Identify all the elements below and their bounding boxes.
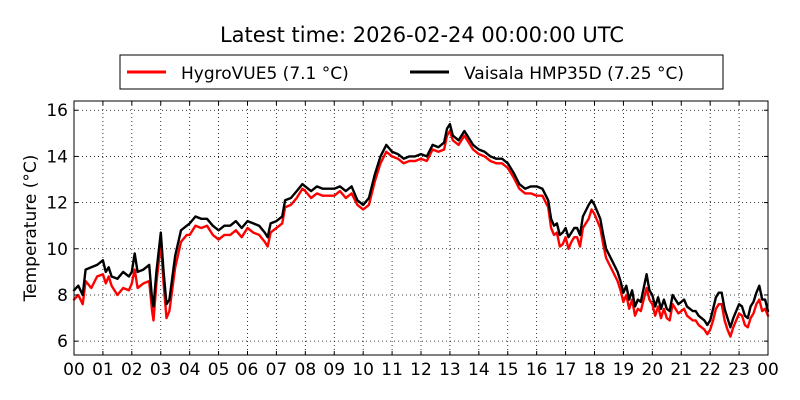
legend: HygroVUE5 (7.1 °C) Vaisala HMP35D (7.25 … [119,54,724,90]
x-tick-label: 23 [728,360,750,380]
grid-lines [74,101,768,355]
x-tick-label: 18 [584,360,606,380]
series-line-vaisala [72,122,770,329]
x-tick-label: 00 [63,360,85,380]
x-tick-label: 10 [352,360,374,380]
x-tick-label: 17 [555,360,577,380]
x-tick-label: 03 [150,360,172,380]
x-tick-label: 04 [179,360,201,380]
chart-title: Latest time: 2026-02-24 00:00:00 UTC [220,23,624,47]
y-tick-labels: 6 8 10 12 14 16 [46,101,68,352]
x-tick-label: 08 [295,360,317,380]
series-lines [72,122,770,338]
x-tick-label: 11 [381,360,403,380]
legend-label-vaisala: Vaisala HMP35D (7.25 °C) [464,64,684,84]
x-tick-label: 07 [266,360,288,380]
x-tick-label: 01 [92,360,114,380]
x-tick-label: 21 [670,360,692,380]
x-tick-label: 19 [613,360,635,380]
legend-label-hygrovue5: HygroVUE5 (7.1 °C) [181,64,349,84]
x-tick-label: 05 [208,360,230,380]
y-tick-label: 10 [46,240,68,260]
series-line-hygrovue5 [72,129,770,338]
y-tick-label: 8 [57,286,68,306]
y-tick-label: 16 [46,101,68,121]
x-tick-label: 02 [121,360,143,380]
x-tick-label: 15 [497,360,519,380]
x-tick-label: 16 [526,360,548,380]
plot-area-frame [73,100,769,356]
axis-ticks [73,101,769,355]
y-tick-label: 12 [46,194,68,214]
x-tick-label: 09 [323,360,345,380]
x-tick-label: 22 [699,360,721,380]
x-tick-label: 12 [410,360,432,380]
y-axis-label: Temperature (°C) [21,155,41,303]
x-tick-labels: 00 01 02 03 04 05 06 07 08 09 10 11 12 13 14 15 16 17 18 19… [63,360,779,380]
x-tick-label: 14 [468,360,490,380]
y-tick-label: 14 [46,147,68,167]
y-tick-label: 6 [57,332,68,352]
x-tick-label: 13 [439,360,461,380]
x-tick-label: 06 [237,360,259,380]
x-tick-label: 20 [642,360,664,380]
x-tick-label: 00 [757,360,779,380]
